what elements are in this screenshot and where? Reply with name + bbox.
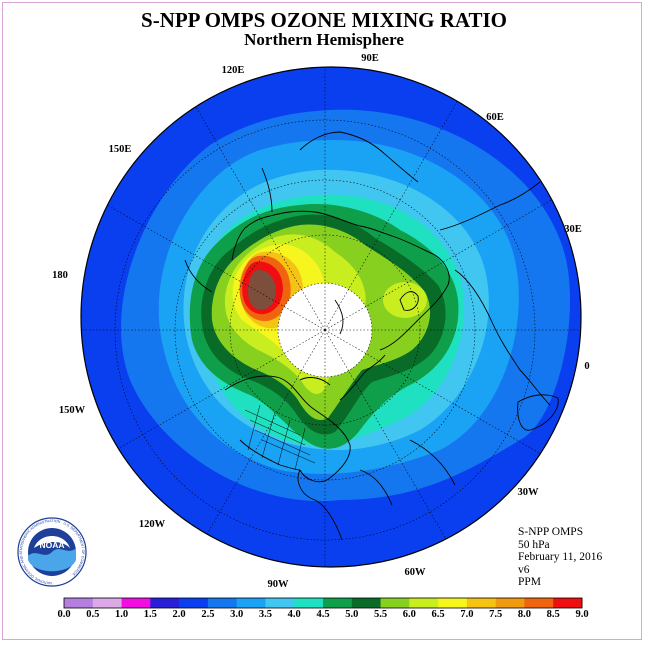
colorbar-swatch bbox=[495, 598, 525, 608]
colorbar-tick-label: 6.0 bbox=[403, 609, 416, 620]
info-unit: PPM bbox=[518, 576, 542, 588]
colorbar-swatch bbox=[294, 598, 324, 608]
colorbar-tick-label: 1.5 bbox=[144, 609, 157, 620]
colorbar-tick-label: 0.5 bbox=[86, 609, 99, 620]
colorbar-swatch bbox=[323, 598, 353, 608]
colorbar-swatch bbox=[179, 598, 209, 608]
colorbar-tick-label: 7.0 bbox=[460, 609, 473, 620]
noaa-logo-text: NOAA bbox=[39, 540, 64, 550]
map-info: S-NPP OMPS 50 hPa February 11, 2016 v6 P… bbox=[518, 526, 602, 589]
colorbar-tick-label: 6.5 bbox=[432, 609, 445, 620]
colorbar: 0.0 0.5 1.0 1.5 2.0 2.5 3.0 3.5 4.0 4.5 5.0 5.5 6.0 6… bbox=[57, 597, 589, 620]
colorbar-tick-label: 5.5 bbox=[374, 609, 387, 620]
lon-label-120e: 120E bbox=[222, 65, 245, 76]
colorbar-tick-label: 5.0 bbox=[345, 609, 358, 620]
graticule bbox=[81, 67, 581, 567]
colorbar-tick-label: 1.0 bbox=[115, 609, 128, 620]
colorbar-tick-label: 2.0 bbox=[173, 609, 186, 620]
lon-label-30e: 30E bbox=[564, 224, 582, 235]
lon-label-60e: 60E bbox=[486, 112, 504, 123]
colorbar-swatch bbox=[92, 598, 122, 608]
colorbar-tick-label: 3.0 bbox=[230, 609, 243, 620]
colorbar-swatch bbox=[380, 598, 410, 608]
colorbar-swatch bbox=[64, 598, 94, 608]
colorbar-tick-label: 8.0 bbox=[518, 609, 531, 620]
colorbar-swatch bbox=[265, 598, 295, 608]
figure-frame bbox=[2, 2, 642, 640]
info-level: 50 hPa bbox=[518, 538, 550, 551]
lon-label-150e: 150E bbox=[109, 144, 132, 155]
lon-label-60w: 60W bbox=[405, 567, 427, 578]
info-date: February 11, 2016 bbox=[518, 551, 603, 563]
state-borders bbox=[244, 404, 316, 471]
info-instrument: S-NPP OMPS bbox=[518, 526, 584, 538]
colorbar-tick-label: 4.0 bbox=[288, 609, 301, 620]
colorbar-tick-label: 3.5 bbox=[259, 609, 272, 620]
colorbar-swatch bbox=[524, 598, 554, 608]
ozone-band-6-0-europe bbox=[383, 282, 427, 318]
noaa-logo: NOAA NATIONAL OCEANIC AND ATMOSPHERIC AD… bbox=[17, 517, 87, 587]
colorbar-tick-label: 0.0 bbox=[57, 609, 70, 620]
lon-label-90e: 90E bbox=[361, 53, 379, 64]
colorbar-swatch bbox=[121, 598, 151, 608]
longitude-labels: 90E 60E 30E 0 30W 60W 90W 120W 150W 180 … bbox=[52, 53, 590, 590]
map-boundary bbox=[80, 66, 582, 568]
colorbar-tick-label: 8.5 bbox=[547, 609, 560, 620]
colorbar-swatch bbox=[466, 598, 497, 608]
map-subtitle: Northern Hemisphere bbox=[244, 30, 404, 49]
lon-label-150w: 150W bbox=[59, 405, 86, 416]
ozone-field bbox=[81, 67, 581, 567]
colorbar-swatch bbox=[351, 598, 381, 608]
lon-label-30w: 30W bbox=[518, 487, 540, 498]
coastlines bbox=[184, 131, 559, 541]
lon-label-0: 0 bbox=[584, 361, 589, 372]
info-version: v6 bbox=[518, 563, 530, 576]
colorbar-swatch bbox=[150, 598, 180, 608]
colorbar-swatch bbox=[553, 598, 583, 608]
colorbar-border bbox=[63, 597, 583, 609]
map-title: S-NPP OMPS OZONE MIXING RATIO bbox=[141, 8, 507, 32]
colorbar-tick-label: 4.5 bbox=[316, 609, 329, 620]
colorbar-swatch bbox=[438, 598, 468, 608]
colorbar-tick-label: 9.0 bbox=[575, 609, 588, 620]
colorbar-tick-label: 2.5 bbox=[201, 609, 214, 620]
colorbar-tick-label: 7.5 bbox=[489, 609, 502, 620]
lon-label-120w: 120W bbox=[139, 519, 166, 530]
colorbar-swatch bbox=[409, 598, 439, 608]
colorbar-swatch bbox=[207, 598, 238, 608]
lon-label-180: 180 bbox=[52, 270, 68, 281]
ozone-band-8-5 bbox=[248, 269, 276, 310]
colorbar-swatch bbox=[236, 598, 266, 608]
lon-label-90w: 90W bbox=[268, 579, 290, 590]
